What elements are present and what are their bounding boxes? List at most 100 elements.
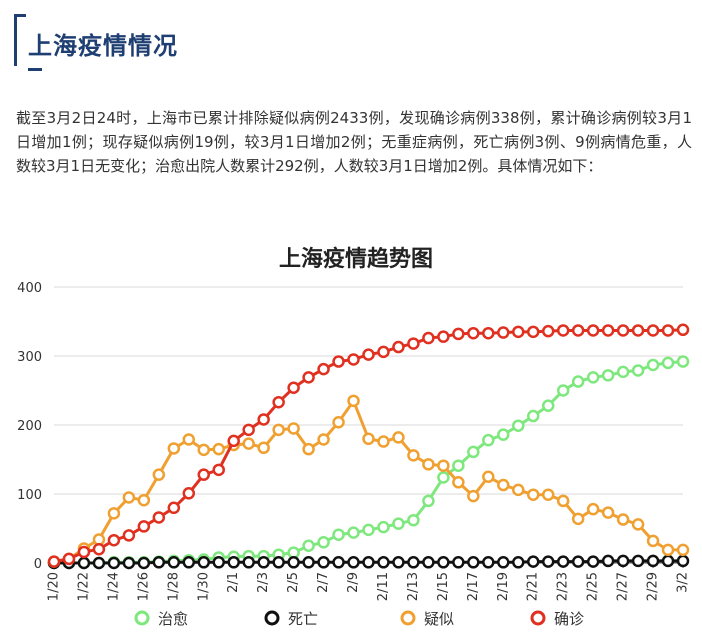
- data-point: [571, 324, 585, 337]
- data-point: [122, 491, 136, 504]
- data-point: [541, 399, 555, 412]
- data-point: [227, 434, 240, 448]
- data-point: [467, 326, 480, 340]
- data-point: [631, 518, 645, 531]
- data-point: [47, 555, 61, 568]
- data-point: [197, 556, 211, 569]
- x-tick-label: 2/3: [256, 572, 271, 593]
- y-tick-label: 400: [17, 281, 42, 296]
- intro-paragraph: 截至3月2日24时，上海市已累计排除疑似病例2433例，发现确诊病例338例，累…: [16, 109, 692, 175]
- series-确诊: [47, 323, 690, 568]
- y-tick-label: 200: [17, 419, 42, 434]
- data-point: [407, 513, 420, 527]
- data-point: [526, 555, 540, 568]
- data-point: [257, 556, 270, 569]
- data-point: [526, 325, 540, 339]
- x-tick-label: 1/20: [47, 572, 62, 601]
- chart-series: [47, 323, 690, 570]
- data-point: [212, 463, 225, 477]
- data-point: [272, 395, 285, 409]
- x-tick-label: 2/5: [286, 572, 301, 593]
- data-point: [242, 437, 255, 450]
- data-point: [167, 501, 181, 515]
- data-point: [77, 545, 91, 559]
- data-point: [661, 554, 675, 568]
- data-point: [676, 554, 690, 568]
- data-point: [212, 442, 225, 456]
- data-point: [362, 432, 375, 446]
- legend-label: 确诊: [554, 610, 584, 628]
- header-bracket: [14, 14, 26, 66]
- data-point: [317, 536, 330, 549]
- x-tick-label: 2/1: [226, 572, 241, 593]
- data-point: [392, 517, 405, 530]
- data-point: [182, 556, 196, 569]
- legend-item: 死亡: [264, 610, 318, 628]
- x-tick-label: 1/22: [76, 572, 91, 601]
- data-point: [556, 555, 570, 568]
- data-point: [152, 511, 166, 524]
- data-point: [541, 324, 555, 338]
- data-point: [437, 330, 450, 343]
- data-point: [571, 555, 585, 568]
- data-point: [661, 324, 675, 337]
- data-point: [242, 423, 255, 437]
- x-tick-label: 1/26: [136, 572, 151, 601]
- data-point: [646, 358, 660, 372]
- data-point: [646, 534, 660, 548]
- data-point: [512, 556, 525, 569]
- data-point: [212, 556, 225, 569]
- data-point: [347, 394, 360, 408]
- data-point: [586, 371, 600, 384]
- x-tick-label: 1/30: [196, 572, 211, 601]
- data-point: [257, 413, 270, 426]
- legend-label: 疑似: [424, 610, 454, 628]
- data-point: [362, 348, 375, 361]
- legend-marker: [400, 610, 416, 626]
- chart-legend: 治愈 死亡 疑似 确诊: [134, 610, 584, 628]
- x-tick-label: 2/15: [436, 572, 451, 601]
- data-point: [182, 487, 196, 500]
- data-point: [452, 327, 465, 341]
- data-point: [317, 362, 330, 376]
- data-point: [452, 476, 465, 489]
- data-point: [302, 539, 315, 552]
- data-point: [107, 533, 121, 547]
- data-point: [347, 526, 360, 539]
- data-point: [197, 443, 211, 457]
- data-point: [482, 433, 495, 447]
- x-tick-label: 2/9: [346, 572, 361, 593]
- data-point: [482, 326, 495, 340]
- data-point: [497, 428, 510, 441]
- data-point: [407, 337, 420, 350]
- data-point: [497, 326, 510, 339]
- data-point: [107, 556, 121, 570]
- data-point: [497, 478, 510, 492]
- data-point: [631, 324, 645, 337]
- data-point: [661, 543, 675, 557]
- data-point: [317, 556, 330, 569]
- data-point: [616, 324, 630, 337]
- data-point: [137, 556, 151, 570]
- data-point: [646, 324, 660, 337]
- data-point: [452, 459, 465, 472]
- data-point: [601, 324, 615, 337]
- x-axis: 1/20 1/22 1/24 1/26 1/28 1/30 2/1 2/3 2/5 2/7 2/9 2…: [47, 563, 691, 601]
- data-point: [137, 520, 151, 533]
- data-point: [422, 556, 435, 569]
- data-point: [467, 489, 480, 503]
- data-point: [407, 556, 420, 569]
- data-point: [332, 556, 345, 569]
- chart-title: 上海疫情趋势图: [279, 246, 433, 272]
- data-point: [601, 506, 615, 519]
- data-point: [482, 470, 495, 483]
- legend-label: 死亡: [288, 610, 318, 628]
- data-point: [556, 324, 570, 337]
- data-point: [362, 523, 375, 537]
- data-point: [482, 556, 495, 569]
- data-point: [586, 502, 600, 516]
- legend-label: 治愈: [158, 610, 188, 628]
- x-tick-label: 2/17: [466, 572, 481, 601]
- x-tick-label: 2/27: [616, 572, 631, 601]
